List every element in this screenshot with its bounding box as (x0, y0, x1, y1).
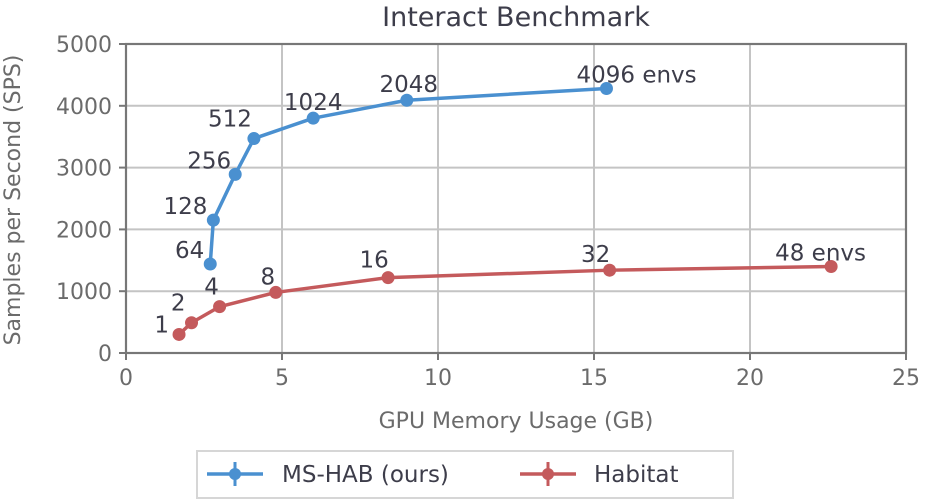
point-annotation: 128 (163, 194, 207, 220)
legend-label: Habitat (594, 462, 679, 488)
point-annotation: 4 (204, 275, 219, 301)
grid-lines (125, 43, 907, 354)
x-tick-label: 10 (424, 366, 452, 391)
point-annotation: 64 (175, 238, 204, 264)
point-annotation: 16 (359, 248, 388, 274)
data-point-marker (824, 259, 838, 273)
legend: MS-HAB (ours) Habitat (196, 450, 734, 499)
y-axis-ticks: 0 1000 2000 3000 4000 5000 (56, 33, 126, 367)
legend-item-habitat: Habitat (520, 462, 679, 488)
y-tick-label: 5000 (56, 33, 112, 58)
legend-marker-icon (542, 468, 554, 480)
x-tick-label: 5 (275, 366, 289, 391)
point-annotation: 8 (260, 264, 275, 290)
data-point-marker (172, 327, 186, 341)
y-tick-label: 2000 (56, 218, 112, 243)
point-annotation: 2 (171, 291, 186, 317)
point-annotation: 32 (581, 242, 610, 268)
y-tick-label: 0 (98, 342, 112, 367)
legend-item-ms-hab: MS-HAB (ours) (207, 462, 449, 488)
point-annotation: 256 (187, 148, 231, 174)
chart-title: Interact Benchmark (382, 2, 650, 33)
legend-marker-icon (229, 468, 241, 480)
series-habitat: 124 8 16 32 48 envs (154, 240, 866, 341)
data-point-marker (203, 257, 217, 271)
series-line (208, 86, 607, 265)
series-line (177, 264, 832, 336)
data-point-marker (599, 81, 613, 95)
x-tick-label: 15 (580, 366, 608, 391)
data-point-marker (185, 316, 199, 330)
y-tick-label: 1000 (56, 280, 112, 305)
plot-frame (124, 42, 908, 355)
point-annotation: 512 (208, 107, 252, 133)
x-axis-ticks: 0 5 10 15 20 25 (119, 353, 920, 391)
data-point-marker (269, 285, 283, 299)
legend-label: MS-HAB (ours) (282, 462, 449, 488)
data-point-marker (381, 271, 395, 285)
point-annotation: 1 (154, 312, 169, 338)
data-point-marker (603, 263, 617, 277)
point-annotation: 48 envs (775, 240, 866, 266)
y-tick-label: 3000 (56, 157, 112, 182)
point-annotation: 4096 envs (576, 62, 696, 88)
data-point-marker (228, 167, 242, 181)
x-tick-label: 25 (892, 366, 920, 391)
data-point-marker (206, 213, 220, 227)
data-point-marker (213, 300, 227, 314)
y-axis-title: Samples per Second (SPS) (1, 55, 26, 346)
legend-box (196, 450, 734, 499)
x-tick-label: 0 (119, 366, 133, 391)
axes (124, 42, 908, 355)
series-ms-hab: 64 128 256 512 1024 2048 4096 envs (163, 62, 697, 271)
point-annotation: 2048 (380, 72, 439, 98)
data-point-marker (247, 132, 261, 146)
data-series: 64 128 256 512 1024 2048 4096 envs 124 8 16 32 48 e… (154, 62, 866, 341)
data-point-marker (306, 111, 320, 125)
data-point-marker (400, 93, 414, 107)
x-tick-label: 20 (736, 366, 764, 391)
y-tick-label: 4000 (56, 95, 112, 120)
x-axis-title: GPU Memory Usage (GB) (379, 409, 654, 434)
point-annotation: 1024 (284, 90, 343, 116)
